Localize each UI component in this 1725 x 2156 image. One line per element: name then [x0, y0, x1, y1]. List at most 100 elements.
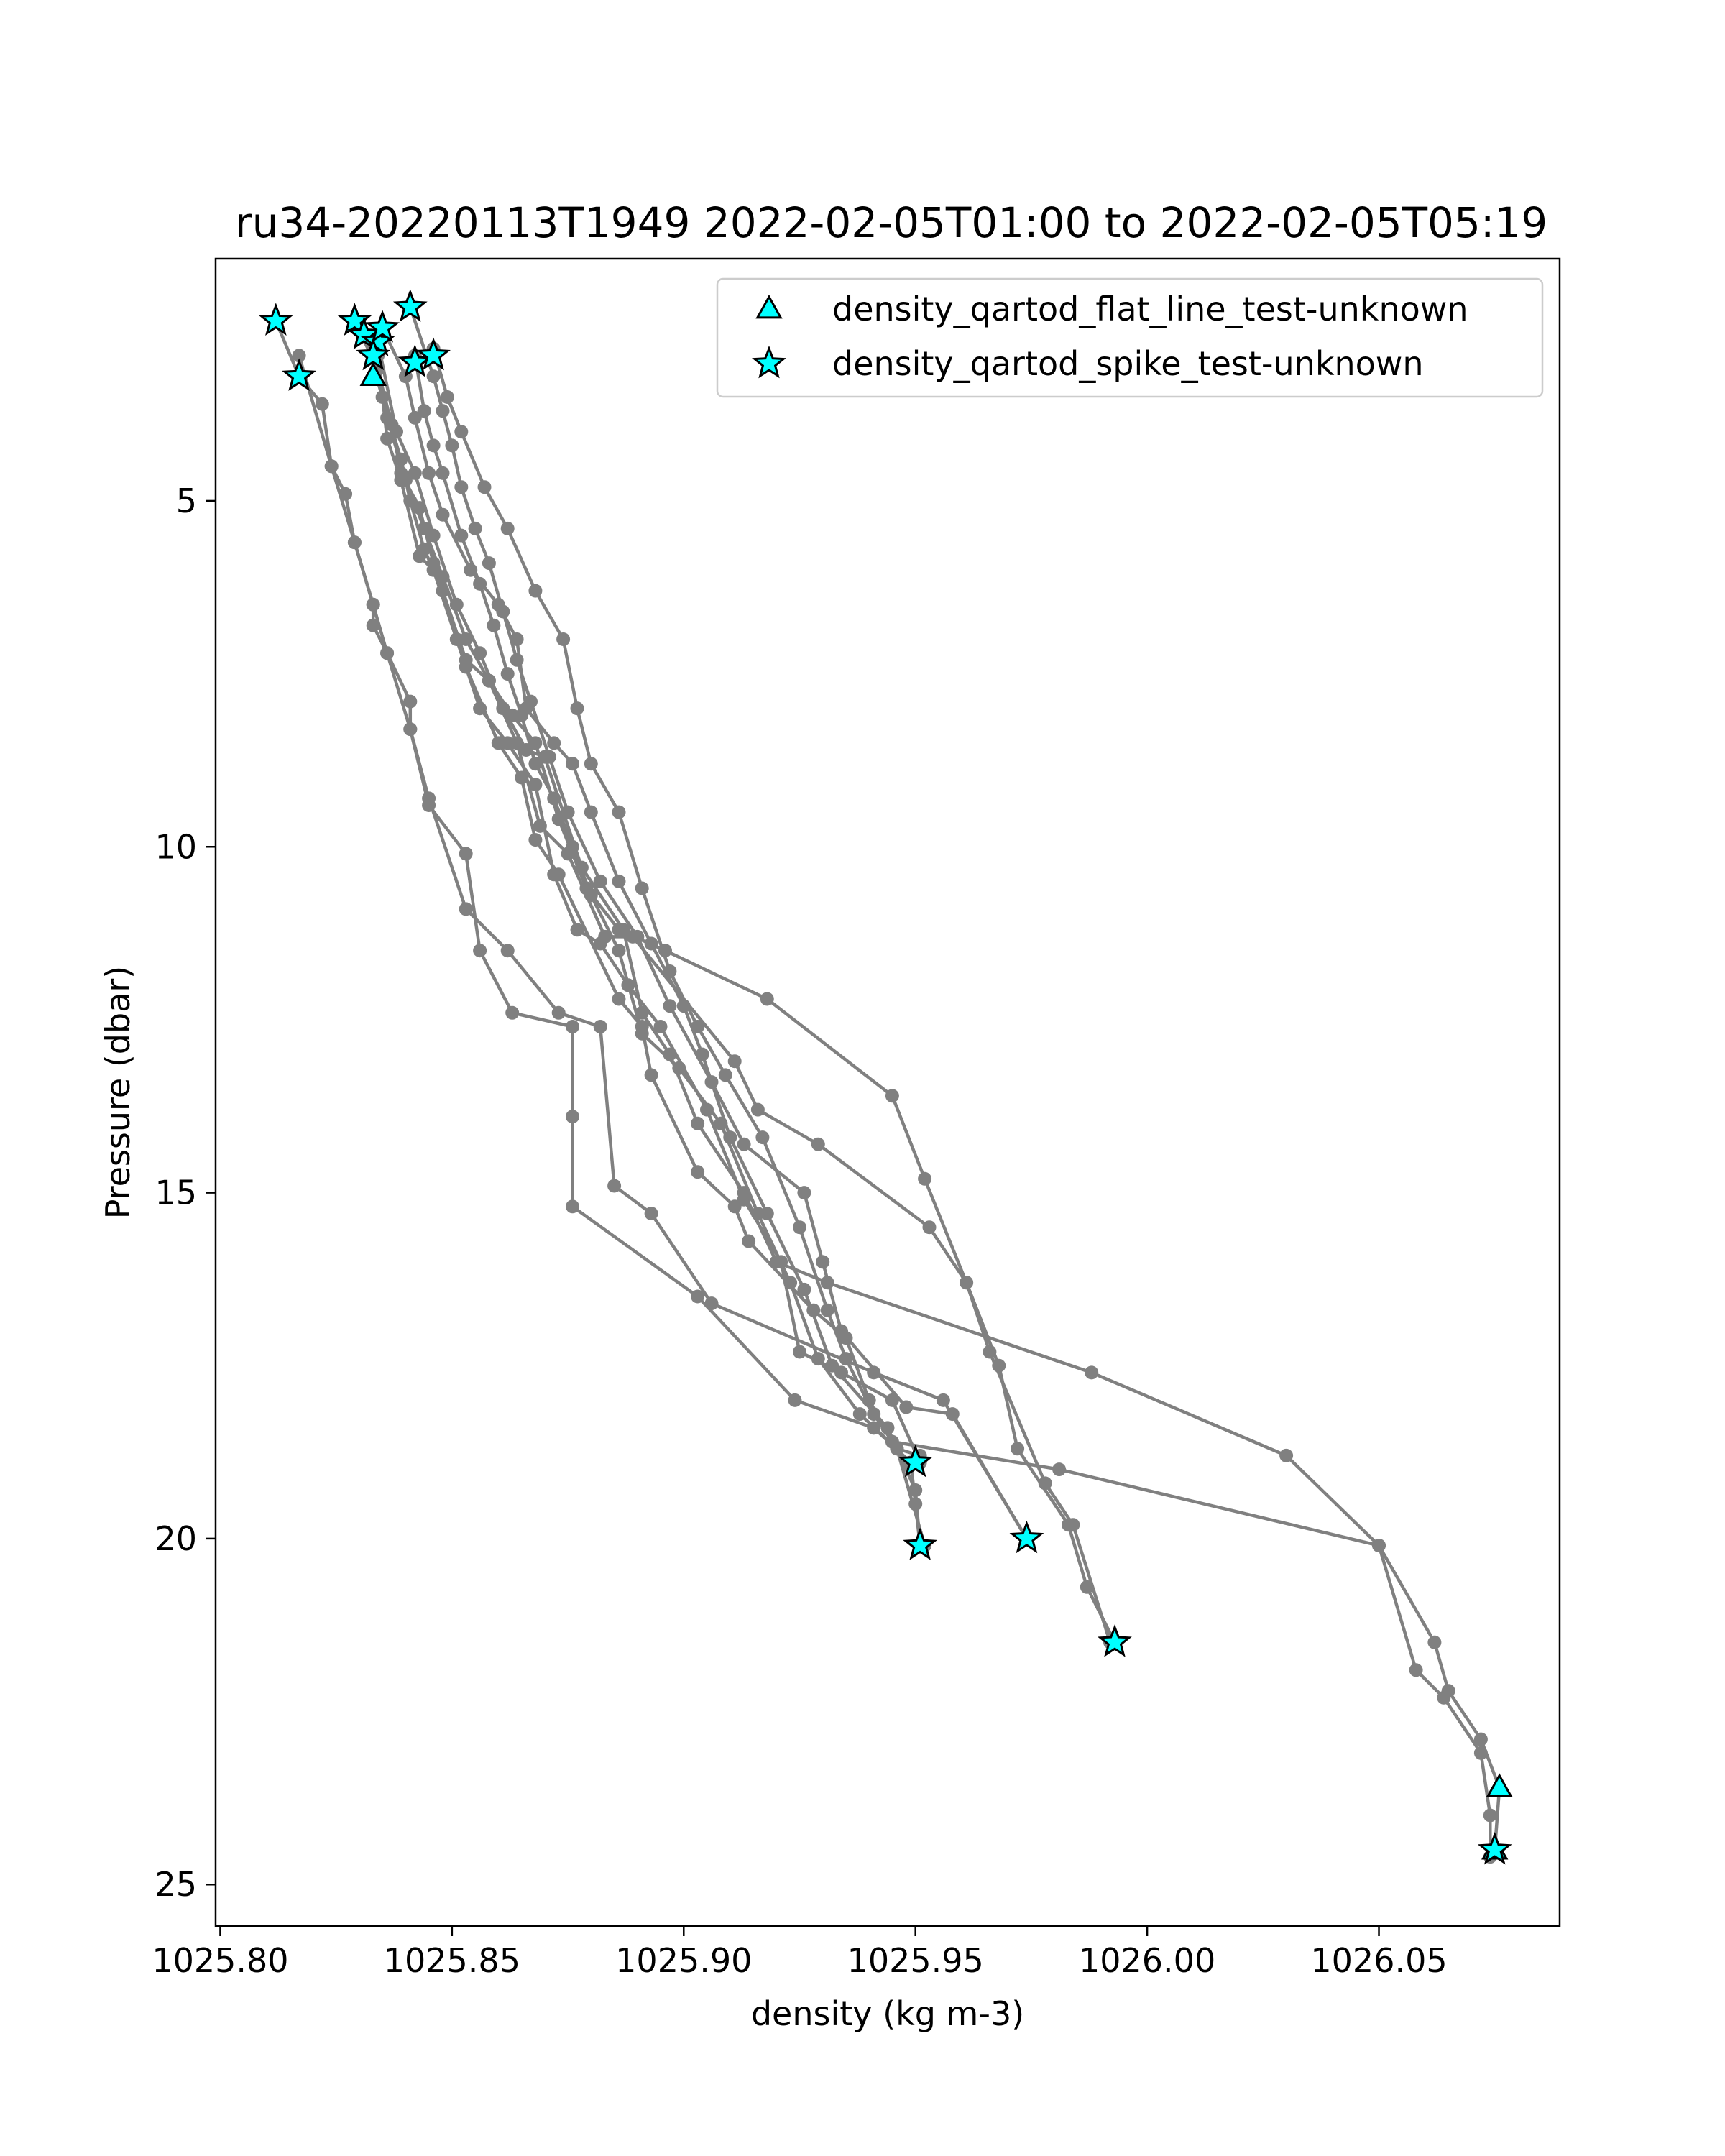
data-point [862, 1393, 876, 1407]
data-point [820, 1276, 834, 1290]
data-point [811, 1352, 825, 1366]
data-point [413, 501, 427, 515]
data-point [464, 563, 478, 577]
data-point [500, 944, 515, 958]
spike-flag-marker [356, 337, 391, 371]
data-point [561, 805, 575, 819]
data-point [436, 466, 450, 480]
data-point [922, 1220, 937, 1235]
legend: density_qartod_flat_line_test-unknownden… [716, 277, 1544, 398]
data-point [890, 1442, 904, 1456]
x-tick-label: 1026.00 [1079, 1941, 1215, 1980]
data-point [644, 936, 658, 951]
data-point [482, 556, 496, 571]
spike-flag-marker [282, 358, 316, 391]
data-point [598, 929, 612, 944]
y-tick-label: 5 [176, 482, 197, 520]
data-point [783, 1276, 798, 1290]
legend-label: density_qartod_spike_test-unknown [832, 344, 1424, 383]
data-point [834, 1365, 848, 1380]
data-point [380, 646, 395, 660]
data-point [413, 549, 427, 563]
data-point [630, 929, 645, 944]
data-point [867, 1365, 881, 1380]
data-point [510, 632, 524, 646]
data-point [1483, 1808, 1497, 1823]
data-point [714, 1116, 728, 1130]
data-point [1279, 1448, 1294, 1462]
data-point [1052, 1462, 1067, 1477]
y-tick-label: 15 [155, 1174, 197, 1212]
spike-flag-marker [903, 1527, 938, 1560]
data-point [691, 1116, 705, 1130]
data-point [566, 1110, 579, 1124]
data-point [612, 944, 626, 958]
data-point [422, 466, 436, 480]
data-point [983, 1345, 997, 1359]
data-point [793, 1220, 806, 1235]
data-point [487, 618, 501, 632]
data-point [644, 1068, 658, 1082]
data-point [700, 1102, 714, 1117]
data-point [366, 597, 380, 612]
data-point [459, 660, 473, 674]
data-point [704, 1075, 719, 1089]
data-point [1372, 1539, 1386, 1552]
x-tick-label: 1025.80 [152, 1941, 288, 1980]
data-point [653, 1020, 668, 1033]
data-point [556, 632, 571, 646]
data-point [491, 736, 505, 750]
chart-title: ru34-20220113T1949 2022-02-05T01:00 to 2… [235, 198, 1547, 247]
data-point [737, 1186, 751, 1200]
data-point [473, 701, 487, 716]
data-point [459, 632, 473, 646]
data-point [528, 757, 543, 771]
data-point [834, 1324, 848, 1338]
flat-line-flag-marker [359, 361, 387, 387]
data-point [593, 874, 607, 888]
data-point [612, 992, 626, 1006]
data-point [691, 1020, 705, 1033]
data-point [788, 1393, 802, 1407]
data-point [811, 1137, 825, 1151]
data-point [806, 1303, 821, 1317]
data-point [528, 778, 543, 792]
data-point [547, 736, 561, 750]
spike-flag-marker [365, 310, 400, 343]
data-point [885, 1089, 899, 1103]
data-point [515, 770, 529, 785]
data-point [324, 459, 339, 474]
data-point [380, 431, 395, 446]
data-point [551, 1005, 566, 1020]
data-point [691, 1165, 705, 1179]
data-point [426, 438, 441, 453]
data-point [612, 805, 626, 819]
data-point [635, 1026, 649, 1041]
data-point [473, 944, 487, 958]
data-point [1038, 1476, 1052, 1491]
data-point [769, 1255, 783, 1269]
data-point [704, 1296, 719, 1311]
data-point [436, 404, 450, 418]
data-point [380, 410, 395, 425]
data-point [570, 701, 584, 716]
data-point [584, 805, 598, 819]
data-point [473, 646, 487, 660]
qc-flag-markers [258, 289, 1513, 1865]
data-point [547, 791, 561, 806]
data-point [676, 999, 691, 1013]
data-point [593, 1020, 607, 1033]
data-point [574, 860, 589, 875]
legend-label: density_qartod_flat_line_test-unknown [832, 290, 1468, 328]
data-point [566, 1020, 579, 1033]
data-point [468, 521, 482, 535]
data-point [454, 480, 469, 494]
x-axis-ticks: 1025.80 1025.85 1025.90 1025.95 1026.00 1026.… [152, 1926, 1448, 1980]
data-point [644, 1207, 658, 1220]
spike-flag-marker [416, 337, 451, 371]
legend-star-icon [752, 345, 786, 379]
data-point [793, 1345, 806, 1359]
data-point [607, 1179, 622, 1193]
data-point [551, 867, 566, 882]
data-point [797, 1186, 811, 1200]
